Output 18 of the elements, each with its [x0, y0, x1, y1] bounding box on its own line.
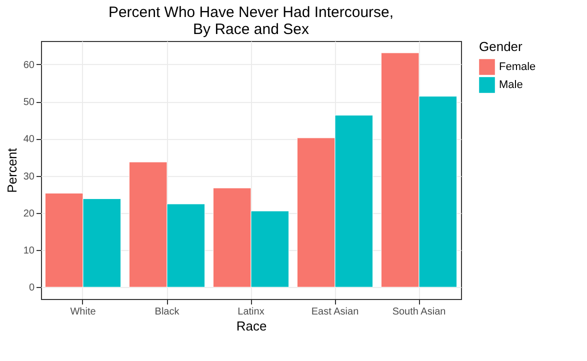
legend-title: Gender: [479, 39, 524, 54]
x-tick-label: Black: [154, 306, 180, 318]
legend-label: Male: [499, 79, 523, 91]
x-tick-label: White: [70, 306, 96, 318]
y-tick-label: 50: [23, 97, 35, 108]
chart-title: Percent Who Have Never Had Intercourse, By Race and Sex: [108, 4, 394, 38]
y-axis-title: Percent: [4, 148, 20, 193]
legend-label: Female: [499, 61, 536, 73]
x-tick-label: Latinx: [238, 306, 264, 318]
y-tick-label: 60: [23, 60, 35, 71]
x-tick-label: East Asian: [311, 306, 359, 318]
y-tick-label: 10: [23, 246, 35, 256]
y-tick-label: 20: [23, 208, 35, 220]
y-tick-label: 40: [23, 134, 35, 146]
x-axis-title: Race: [236, 318, 267, 334]
x-tick-label: South Asian: [392, 306, 446, 318]
y-tick-label: 30: [23, 171, 35, 182]
y-tick-label: 0: [28, 282, 35, 294]
